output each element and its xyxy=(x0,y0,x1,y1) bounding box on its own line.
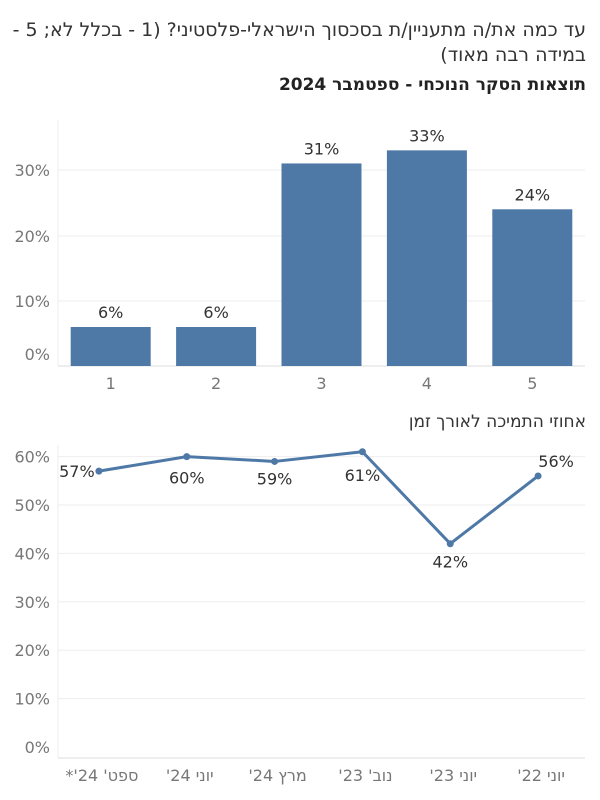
line-chart-x-tick: יוני 24' xyxy=(166,766,214,785)
chart-subtitle: תוצאות הסקר הנוכחי - ספטמבר 2024 xyxy=(278,75,586,95)
bar-chart-bar xyxy=(176,327,257,366)
line-chart-x-tick: מרץ 24' xyxy=(248,766,306,785)
line-chart-y-tick: 0% xyxy=(25,738,50,757)
bar-chart-data-label: 6% xyxy=(203,303,228,322)
line-chart-y-tick: 10% xyxy=(14,690,50,709)
bar-chart-data-label: 24% xyxy=(515,185,551,204)
line-chart-data-label: 57% xyxy=(59,462,95,481)
line-chart-point xyxy=(534,472,542,480)
bar-chart-x-tick: 2 xyxy=(211,374,221,393)
line-chart-data-label: 61% xyxy=(345,466,381,485)
line-chart-y-tick: 60% xyxy=(14,448,50,467)
trend-section-title: אחוזי התמיכה לאורך זמן xyxy=(408,412,586,432)
bar-chart-x-tick: 3 xyxy=(316,374,326,393)
bar-chart-y-tick: 20% xyxy=(14,227,50,246)
line-chart-data-label: 56% xyxy=(538,452,574,471)
bar-chart-data-label: 31% xyxy=(304,139,340,158)
bar-chart-x-tick: 4 xyxy=(422,374,432,393)
bar-chart-x-tick: 5 xyxy=(527,374,537,393)
line-chart-x-tick: נוב' 23' xyxy=(338,766,392,785)
line-chart-y-tick: 30% xyxy=(14,593,50,612)
bar-chart-bar xyxy=(386,150,467,366)
bar-chart-bar xyxy=(281,163,362,366)
bar-chart-bar xyxy=(492,209,573,366)
line-chart-y-tick: 50% xyxy=(14,496,50,515)
chart-question-title: עד כמה את/ה מתעניין/ת בסכסוך הישראלי-פלס… xyxy=(12,19,586,66)
bar-chart-data-label: 6% xyxy=(98,303,123,322)
line-chart-data-label: 42% xyxy=(432,553,468,572)
line-chart-data-label: 59% xyxy=(257,469,293,488)
bar-chart-bar xyxy=(70,327,151,366)
line-chart-point xyxy=(446,540,454,548)
line-chart-series-line xyxy=(98,450,539,546)
line-chart-point xyxy=(358,448,366,456)
line-chart-x-tick: ספט' 24'* xyxy=(65,766,138,785)
line-chart-point xyxy=(271,457,279,465)
line-chart-x-tick: יוני 23' xyxy=(429,766,477,785)
line-chart-x-tick: יוני 22' xyxy=(517,766,565,785)
line-chart-y-tick: 40% xyxy=(14,544,50,563)
line-chart-point xyxy=(183,453,191,461)
bar-chart-x-tick: 1 xyxy=(106,374,116,393)
bar-chart-y-tick: 10% xyxy=(14,292,50,311)
line-chart-y-tick: 20% xyxy=(14,641,50,660)
bar-chart-y-tick: 0% xyxy=(25,345,50,364)
line-chart-point xyxy=(95,467,103,475)
bar-chart-y-tick: 30% xyxy=(14,161,50,180)
line-chart-data-label: 60% xyxy=(169,469,205,488)
bar-chart-data-label: 33% xyxy=(409,126,445,145)
